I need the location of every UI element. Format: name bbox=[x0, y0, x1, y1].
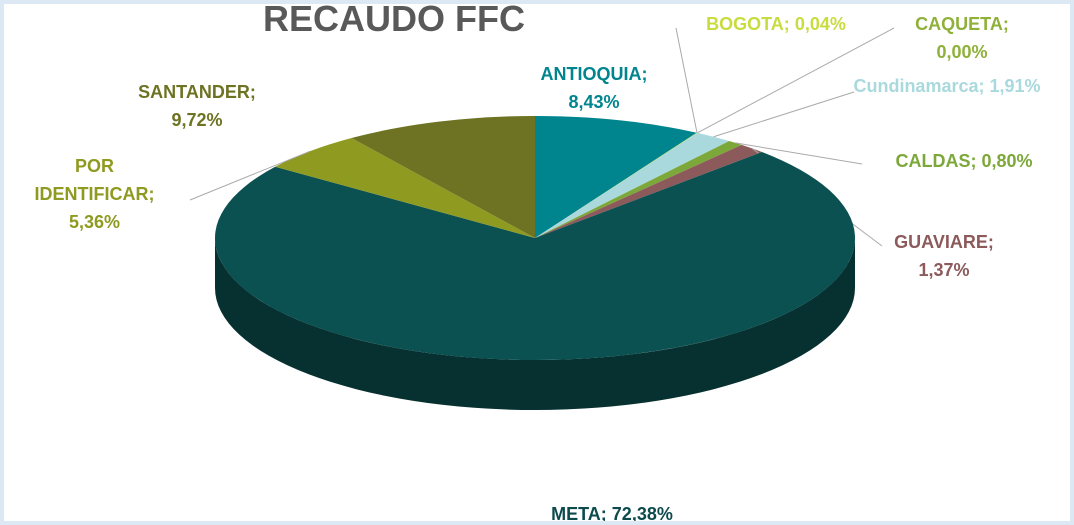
leader-line bbox=[697, 27, 895, 134]
label-category: ANTIOQUIA; bbox=[540, 64, 648, 84]
label-category: CAQUETA; bbox=[915, 14, 1009, 34]
leader-line bbox=[189, 150, 311, 201]
pie-area bbox=[189, 27, 895, 410]
label-category: Cundinamarca; bbox=[853, 76, 985, 96]
data-label: GUAVIARE; 1,37% bbox=[884, 228, 1004, 284]
slice bbox=[215, 151, 856, 360]
label-value: 0,04% bbox=[794, 14, 846, 34]
leader-line bbox=[675, 27, 698, 133]
slice bbox=[535, 132, 698, 238]
slice bbox=[275, 138, 535, 238]
label-value: 8,43% bbox=[568, 92, 620, 112]
data-label: ANTIOQUIA; 8,43% bbox=[534, 60, 654, 116]
label-value: 5,36% bbox=[68, 212, 121, 232]
slice bbox=[535, 132, 730, 238]
label-value: 72,38% bbox=[611, 504, 673, 524]
slice bbox=[535, 144, 762, 238]
data-label: Cundinamarca; 1,91% bbox=[852, 72, 1042, 100]
leader-line bbox=[735, 142, 863, 165]
data-label: BOGOTA; 0,04% bbox=[676, 10, 876, 38]
label-category: SANTANDER; bbox=[138, 82, 256, 102]
label-category: META; bbox=[551, 504, 607, 524]
data-label: META; 72,38% bbox=[512, 500, 712, 524]
label-value: 0,00% bbox=[936, 42, 988, 62]
data-label: CALDAS; 0,80% bbox=[864, 147, 1064, 175]
slice-side bbox=[215, 238, 855, 410]
label-value: 1,91% bbox=[989, 76, 1041, 96]
label-category: BOGOTA; bbox=[706, 14, 790, 34]
leader-line bbox=[713, 91, 855, 138]
label-value: 0,80% bbox=[981, 151, 1033, 171]
slice bbox=[535, 116, 697, 238]
slice bbox=[535, 141, 742, 238]
data-label: SANTANDER; 9,72% bbox=[122, 78, 272, 134]
chart-title: RECAUDO FFC bbox=[263, 0, 525, 39]
label-value: 9,72% bbox=[171, 110, 223, 130]
data-label: POR IDENTIFICAR; 5,36% bbox=[22, 152, 167, 236]
label-category: CALDAS; bbox=[895, 151, 977, 171]
label-value: 1,37% bbox=[918, 260, 970, 280]
label-category: GUAVIARE; bbox=[894, 232, 994, 252]
label-category: POR IDENTIFICAR; bbox=[34, 156, 155, 204]
data-label: CAQUETA; 0,00% bbox=[897, 10, 1027, 66]
slice bbox=[351, 116, 535, 238]
